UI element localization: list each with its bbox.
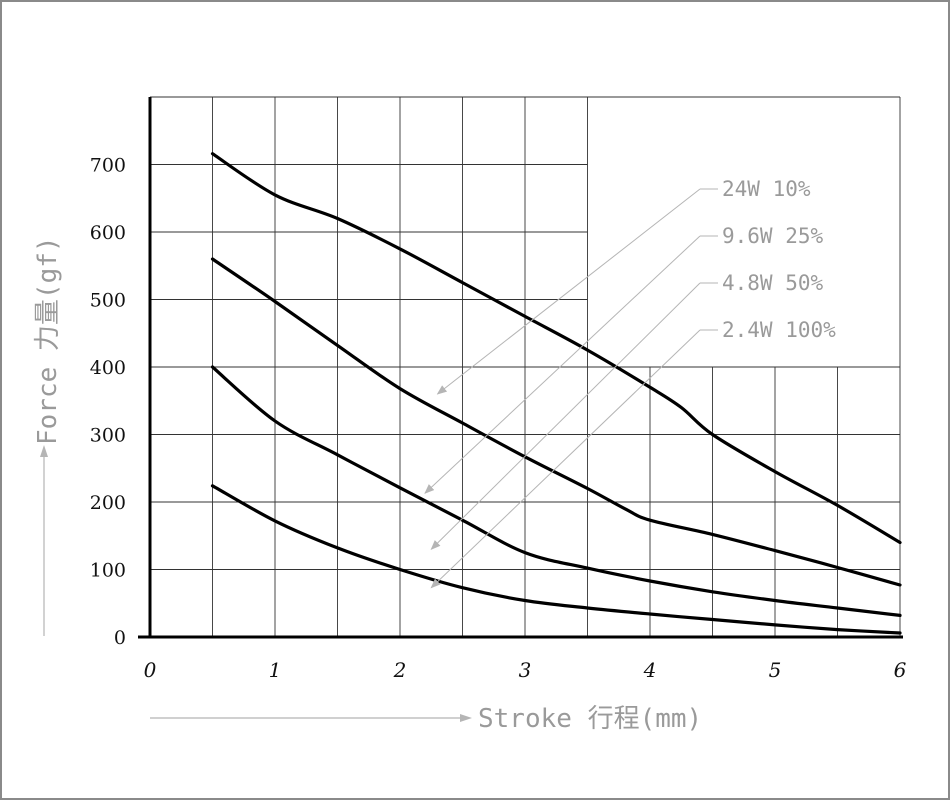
series-line — [210, 484, 902, 635]
y-axis-arrow-head — [40, 445, 48, 457]
x-tick-label: 2 — [393, 658, 407, 682]
x-axis-arrow-head — [460, 714, 472, 722]
tick-labels: 0 100 200 300 400 500 600 700 0 1 2 3 4 5 6 — [90, 155, 907, 683]
x-tick-label: 5 — [769, 658, 782, 682]
series-line — [210, 257, 902, 587]
x-tick-label: 6 — [894, 658, 907, 682]
y-tick-label: 700 — [90, 155, 126, 177]
legend-entry: 2.4W 100% — [722, 318, 836, 342]
y-tick-label: 400 — [90, 357, 126, 379]
legend-entry: 9.6W 25% — [722, 224, 824, 248]
series-line — [210, 365, 902, 617]
x-tick-label: 0 — [144, 658, 157, 682]
y-tick-label: 600 — [90, 222, 126, 244]
y-tick-label: 0 — [114, 627, 126, 649]
legend: 24W 10% 9.6W 25% 4.8W 50% 2.4W 100% — [424, 177, 836, 589]
legend-arrow — [424, 235, 701, 494]
legend-arrow — [430, 282, 701, 550]
x-axis-label: Stroke 行程(mm) — [478, 704, 702, 734]
y-tick-label: 100 — [90, 560, 126, 582]
x-tick-label: 1 — [269, 658, 282, 682]
legend-arrow — [436, 188, 701, 395]
y-tick-label: 200 — [90, 492, 126, 514]
legend-arrow — [430, 329, 701, 589]
y-axis-label: Force 力量(gf) — [33, 236, 63, 445]
y-axis-label-group: Force 力量(gf) — [33, 236, 63, 636]
x-axis-label-group: Stroke 行程(mm) — [150, 704, 702, 734]
curves — [210, 152, 902, 635]
legend-entry: 24W 10% — [722, 177, 811, 201]
y-tick-label: 500 — [90, 290, 126, 312]
series-line — [210, 152, 902, 545]
x-tick-label: 3 — [519, 658, 532, 682]
x-tick-label: 4 — [643, 658, 657, 682]
axes — [138, 97, 903, 639]
legend-entry: 4.8W 50% — [722, 271, 824, 295]
y-tick-label: 300 — [90, 425, 126, 447]
